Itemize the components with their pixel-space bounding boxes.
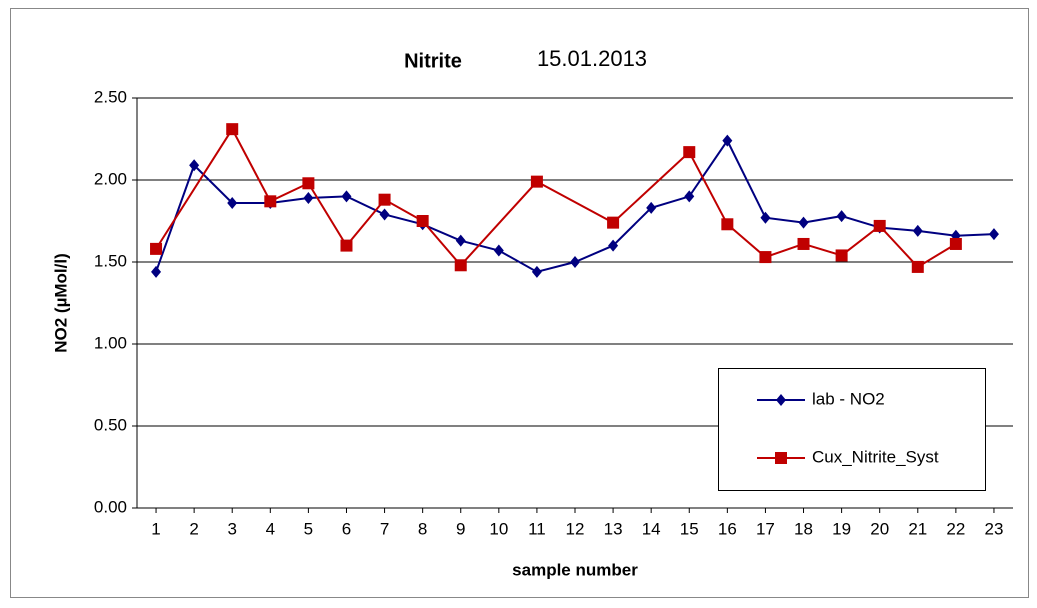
- x-tick-label: 16: [718, 519, 737, 538]
- marker: [264, 195, 277, 208]
- marker: [988, 228, 999, 241]
- x-tick-label: 9: [456, 519, 465, 538]
- marker: [455, 234, 466, 247]
- y-tick-label: 2.50: [94, 87, 127, 106]
- legend-box: [718, 368, 986, 491]
- marker: [227, 196, 238, 209]
- marker: [912, 224, 923, 237]
- marker: [379, 208, 390, 221]
- x-tick-label: 12: [566, 519, 585, 538]
- marker: [684, 190, 695, 203]
- marker: [836, 210, 847, 223]
- x-tick-label: 15: [680, 519, 699, 538]
- marker: [531, 265, 542, 278]
- marker: [759, 251, 772, 264]
- marker: [797, 237, 810, 250]
- marker: [873, 219, 886, 232]
- marker: [340, 239, 353, 252]
- x-tick-label: 5: [304, 519, 313, 538]
- x-tick-label: 14: [642, 519, 661, 538]
- x-tick-label: 4: [266, 519, 275, 538]
- series-line: [155, 127, 957, 269]
- marker: [226, 123, 239, 136]
- x-tick-label: 6: [342, 519, 351, 538]
- marker: [607, 216, 620, 229]
- marker: [835, 249, 848, 262]
- marker: [911, 260, 924, 273]
- marker: [454, 259, 467, 272]
- x-tick-label: 22: [946, 519, 965, 538]
- y-tick-label: 0.00: [94, 497, 127, 516]
- x-tick-label: 8: [418, 519, 427, 538]
- marker: [530, 175, 543, 188]
- y-tick-label: 1.00: [94, 333, 127, 352]
- x-tick-label: 11: [528, 519, 546, 538]
- marker: [683, 146, 696, 159]
- chart-frame: [10, 8, 1029, 598]
- x-tick-label: 19: [832, 519, 851, 538]
- x-tick-label: 2: [189, 519, 198, 538]
- chart-subtitle: 15.01.2013: [537, 46, 647, 71]
- marker: [760, 211, 771, 224]
- x-tick-label: 23: [984, 519, 1003, 538]
- marker: [416, 215, 429, 227]
- marker: [775, 452, 787, 464]
- marker: [776, 394, 786, 406]
- marker: [646, 201, 657, 214]
- marker: [570, 256, 580, 268]
- marker: [151, 265, 162, 278]
- legend-label: lab - NO2: [812, 389, 885, 408]
- chart-title: Nitrite: [404, 50, 462, 72]
- marker: [493, 244, 504, 257]
- x-tick-label: 18: [794, 519, 813, 538]
- y-tick-label: 0.50: [94, 415, 127, 434]
- x-tick-label: 13: [604, 519, 623, 538]
- marker: [608, 239, 619, 252]
- marker: [722, 134, 733, 147]
- marker: [721, 218, 734, 231]
- marker: [341, 190, 352, 203]
- marker: [150, 242, 163, 255]
- y-tick-label: 2.00: [94, 169, 127, 188]
- legend-label: Cux_Nitrite_Syst: [812, 447, 939, 466]
- x-tick-label: 17: [756, 519, 775, 538]
- x-tick-label: 7: [380, 519, 389, 538]
- marker: [189, 159, 200, 172]
- marker: [302, 177, 315, 190]
- marker: [949, 237, 962, 250]
- x-tick-label: 21: [908, 519, 927, 538]
- marker: [378, 193, 391, 206]
- y-axis-label: NO2 (µMol/l): [51, 253, 70, 353]
- x-tick-label: 10: [489, 519, 508, 538]
- x-tick-label: 1: [151, 519, 160, 538]
- x-axis-label: sample number: [512, 560, 638, 579]
- marker: [798, 216, 809, 229]
- y-tick-label: 1.50: [94, 251, 127, 270]
- x-tick-label: 3: [227, 519, 236, 538]
- x-tick-label: 20: [870, 519, 889, 538]
- marker: [303, 192, 314, 205]
